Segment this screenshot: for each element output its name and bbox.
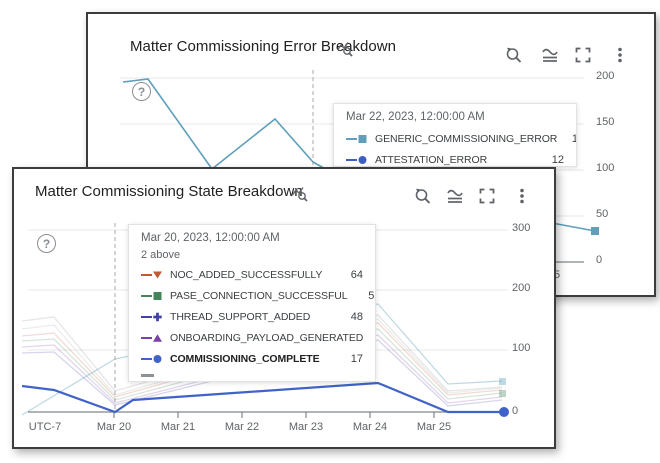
more-options-icon[interactable] bbox=[610, 45, 630, 65]
tooltip-series-row: NOC_ADDED_SUCCESSFULLY 64 bbox=[141, 264, 363, 285]
marker-circle-icon bbox=[141, 354, 162, 363]
marker-triangle-up-icon bbox=[141, 333, 162, 342]
tooltip-overflow-note: 2 above bbox=[141, 249, 181, 261]
faded-endpoint-marker bbox=[499, 378, 506, 385]
series-endpoint-square-marker bbox=[591, 227, 599, 235]
tooltip-series-row: THREAD_SUPPORT_ADDED 48 bbox=[141, 306, 363, 327]
tooltip-timestamp: Mar 22, 2023, 12:00:00 AM bbox=[346, 111, 485, 123]
series-label: ONBOARDING_PAYLOAD_GENERATED bbox=[170, 331, 364, 344]
chart-title: Matter Commissioning Error Breakdown bbox=[130, 38, 396, 55]
x-axis-label: Mar 22 bbox=[224, 421, 260, 433]
series-value: 48 bbox=[350, 310, 363, 323]
truncated-row-marker bbox=[141, 374, 154, 377]
y-axis-label: 300 bbox=[512, 222, 531, 234]
more-options-icon[interactable] bbox=[512, 186, 532, 206]
hover-tooltip: Mar 22, 2023, 12:00:00 AM GENERIC_COMMIS… bbox=[333, 103, 577, 167]
series-value: 125 bbox=[564, 133, 576, 145]
series-label: GENERIC_COMMISSIONING_ERROR bbox=[375, 132, 558, 145]
tooltip-timestamp: Mar 20, 2023, 12:00:00 AM bbox=[141, 232, 280, 244]
series-value: 12 bbox=[551, 153, 564, 166]
x-axis-label: Mar 20 bbox=[96, 421, 132, 433]
y-axis-label: 100 bbox=[596, 162, 615, 174]
marker-circle-icon bbox=[346, 155, 367, 164]
series-endpoint-circle-marker bbox=[499, 407, 509, 417]
marker-square-icon bbox=[141, 291, 162, 300]
x-axis-label: Mar 21 bbox=[160, 421, 196, 433]
marker-triangle-down-icon bbox=[141, 271, 162, 278]
series-label: COMMISSIONING_COMPLETE bbox=[170, 352, 320, 365]
y-axis-label: 200 bbox=[596, 70, 615, 82]
y-axis-label: 200 bbox=[512, 282, 531, 294]
marker-square-icon bbox=[346, 134, 367, 143]
state-breakdown-window: Matter Commissioning State Breakdown bbox=[12, 167, 556, 449]
series-value: 52 bbox=[368, 289, 375, 302]
series-label: THREAD_SUPPORT_ADDED bbox=[170, 310, 311, 323]
y-axis-label: 0 bbox=[512, 405, 519, 417]
help-icon[interactable]: ? bbox=[132, 82, 151, 101]
series-line-commissioning-complete bbox=[21, 381, 504, 414]
marker-plus-icon bbox=[141, 312, 162, 321]
chart-title: Matter Commissioning State Breakdown bbox=[35, 183, 303, 200]
series-label: NOC_ADDED_SUCCESSFULLY bbox=[170, 268, 323, 281]
tooltip-series-row-highlighted: COMMISSIONING_COMPLETE 17 bbox=[141, 348, 363, 369]
series-label: PASE_CONNECTION_SUCCESSFUL bbox=[170, 289, 348, 302]
series-label: ATTESTATION_ERROR bbox=[375, 153, 488, 166]
explore-chart-icon[interactable] bbox=[336, 40, 354, 58]
x-axis-label-partial: 5 bbox=[554, 269, 561, 281]
series-value: 44 bbox=[370, 332, 375, 344]
y-axis-label: 150 bbox=[596, 116, 615, 128]
x-axis-timezone-label: UTC-7 bbox=[28, 421, 62, 433]
x-axis-label: Mar 23 bbox=[288, 421, 324, 433]
fullscreen-icon[interactable] bbox=[573, 45, 593, 65]
tooltip-series-row: GENERIC_COMMISSIONING_ERROR 125 bbox=[346, 128, 576, 149]
wave-lines-icon[interactable] bbox=[540, 45, 560, 65]
y-axis-label: 50 bbox=[596, 208, 609, 220]
fullscreen-icon[interactable] bbox=[477, 186, 497, 206]
series-value: 17 bbox=[350, 352, 363, 365]
y-axis-label: 100 bbox=[512, 342, 531, 354]
y-axis-label: 0 bbox=[596, 254, 603, 266]
tooltip-series-row: ONBOARDING_PAYLOAD_GENERATED 44 bbox=[141, 327, 363, 348]
faded-endpoint-marker bbox=[499, 390, 506, 397]
wave-lines-icon[interactable] bbox=[445, 186, 465, 206]
zoom-reset-icon[interactable] bbox=[412, 186, 432, 206]
hover-tooltip: Mar 20, 2023, 12:00:00 AM 2 above NOC_AD… bbox=[128, 224, 376, 382]
explore-chart-icon[interactable] bbox=[291, 185, 309, 203]
x-axis-label: Mar 24 bbox=[352, 421, 388, 433]
x-axis-ticks bbox=[113, 412, 435, 418]
series-value: 64 bbox=[350, 268, 363, 281]
zoom-reset-icon[interactable] bbox=[503, 45, 523, 65]
help-icon[interactable]: ? bbox=[37, 234, 56, 253]
tooltip-series-row: ATTESTATION_ERROR 12 bbox=[346, 149, 564, 166]
x-axis-label: Mar 25 bbox=[416, 421, 452, 433]
tooltip-series-row: PASE_CONNECTION_SUCCESSFUL 52 bbox=[141, 285, 375, 306]
